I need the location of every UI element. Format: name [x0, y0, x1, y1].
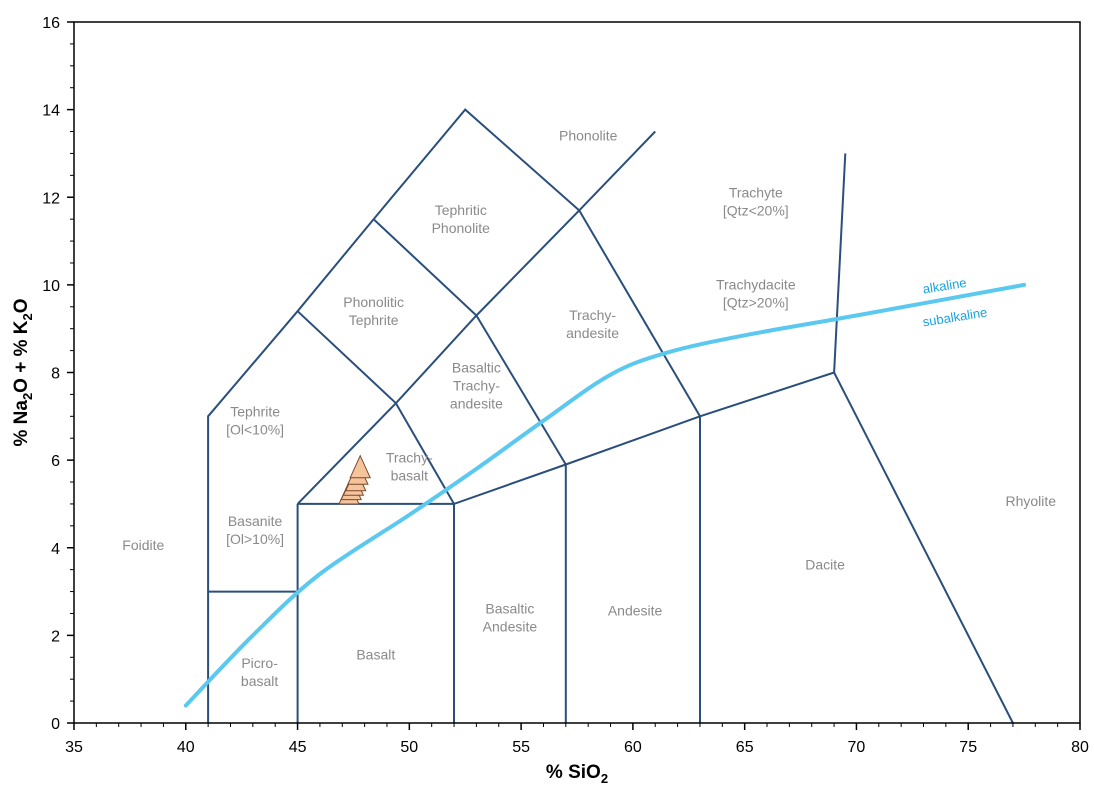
x-tick-label: 55: [512, 739, 530, 756]
field-boundary-line: [372, 218, 567, 466]
y-axis-title: % Na2O + % K2O: [11, 298, 35, 446]
y-tick-label: 14: [42, 103, 60, 120]
field-label-line: [Ol>10%]: [226, 531, 284, 547]
field-label-line: Trachy-: [453, 378, 500, 394]
field-label-line: Andesite: [483, 619, 538, 635]
field-labels: Phonolite Trachyte [Qtz<20%] Tephritic Phono…: [122, 127, 1056, 689]
field-boundary-line: [578, 130, 656, 212]
field-label: Basanite [Ol>10%]: [226, 513, 284, 547]
field-label: Tephrite [Ol<10%]: [226, 403, 284, 437]
x-tick-label: 65: [736, 739, 754, 756]
y-axis-title-sub: 2: [20, 393, 35, 400]
field-label-line: Basalt: [356, 647, 395, 663]
field-label-line: [Ol<10%]: [226, 421, 284, 437]
y-tick-label: 4: [51, 541, 60, 558]
field-label-line: Phonolite: [559, 127, 618, 143]
x-tick-label: 45: [289, 739, 307, 756]
x-axis-title: % SiO2: [546, 762, 608, 786]
field-label-line: Dacite: [805, 557, 845, 573]
x-tick-label: 50: [400, 739, 418, 756]
y-tick-label: 6: [51, 453, 60, 470]
field-label: Trachydacite [Qtz>20%]: [716, 276, 796, 310]
field-label-line: basalt: [241, 673, 278, 689]
sample-point: [349, 454, 371, 479]
field-label-line: Trachy-: [569, 307, 616, 323]
field-label: Dacite: [805, 557, 845, 573]
y-tick-label: 2: [51, 628, 60, 645]
field-label: Andesite: [608, 603, 663, 619]
field-label: Tephritic Phonolite: [432, 202, 491, 236]
y-tick-label: 10: [42, 278, 60, 295]
field-label: Basaltic Trachy-andesite: [450, 360, 503, 412]
field-label-line: andesite: [450, 396, 503, 412]
field-label-line: Basanite: [228, 513, 283, 529]
sample-points: [338, 454, 371, 505]
field-label-line: Foidite: [122, 537, 164, 553]
field-boundaries: [207, 108, 1014, 724]
field-label: Foidite: [122, 537, 164, 553]
y-tick-label: 12: [42, 190, 60, 207]
field-label-line: andesite: [566, 325, 619, 341]
field-label: Phonolite: [559, 127, 618, 143]
field-label: Trachy-andesite: [566, 307, 619, 341]
curve-label: alkaline: [922, 275, 968, 297]
x-tick-label: 80: [1071, 739, 1089, 756]
field-label-line: basalt: [391, 467, 428, 483]
x-tick-label: 35: [65, 739, 83, 756]
field-label-line: Basaltic: [485, 601, 534, 617]
field-boundary-line: [296, 310, 455, 505]
y-tick-label: 16: [42, 15, 60, 32]
alkaline-subalkaline-line: [183, 282, 1027, 708]
x-axis-title-main: % SiO: [546, 762, 601, 783]
field-boundary-line: [297, 415, 701, 505]
y-axis-title-sub: 2: [20, 313, 35, 320]
field-label-line: Picro-: [241, 655, 278, 671]
x-tick-label: 40: [177, 739, 195, 756]
y-tick-label: 0: [51, 716, 60, 733]
field-label: Basaltic Andesite: [483, 601, 538, 635]
curve-label: subalkaline: [922, 304, 989, 329]
x-tick-label: 70: [848, 739, 866, 756]
field-boundary-line: [207, 108, 1014, 724]
field-label-line: [Qtz>20%]: [723, 294, 789, 310]
field-label-line: Tephrite: [349, 312, 399, 328]
field-label-line: Phonolitic: [343, 294, 404, 310]
field-label-line: Trachyte: [729, 184, 783, 200]
y-axis-title-part: % Na: [11, 400, 32, 447]
field-label-line: Tephrite: [230, 403, 280, 419]
field-label: Picro-basalt: [241, 655, 278, 689]
x-tick-label: 75: [959, 739, 977, 756]
field-label-line: Andesite: [608, 603, 663, 619]
x-tick-label: 60: [624, 739, 642, 756]
field-label: Trachyte [Qtz<20%]: [723, 184, 789, 218]
field-label-line: Tephritic: [435, 202, 487, 218]
field-label: Phonolitic Tephrite: [343, 294, 404, 328]
field-label-line: Basaltic: [452, 360, 501, 376]
x-axis-title-sub: 2: [601, 771, 608, 786]
field-label-line: [Qtz<20%]: [723, 202, 789, 218]
y-tick-label: 8: [51, 366, 60, 383]
field-boundary-line: [296, 209, 580, 505]
alkaline-subalkaline-curve: [183, 282, 1027, 708]
field-label: Trachy-basalt: [386, 449, 433, 483]
field-boundary-line: [833, 153, 847, 373]
field-label-line: Phonolite: [432, 220, 491, 236]
axes: 35 40 45 50 55 60 65 70 75 80 0 2 4 6 8 10 12 14 16: [42, 15, 1089, 756]
field-label-line: Trachy-: [386, 449, 433, 465]
field-label-line: Rhyolite: [1006, 493, 1057, 509]
y-axis-title-part: O: [11, 298, 32, 313]
field-label: Rhyolite: [1006, 493, 1057, 509]
field-label: Basalt: [356, 647, 395, 663]
field-label-line: Trachydacite: [716, 276, 796, 292]
y-axis-title-part: O + % K: [11, 320, 32, 393]
